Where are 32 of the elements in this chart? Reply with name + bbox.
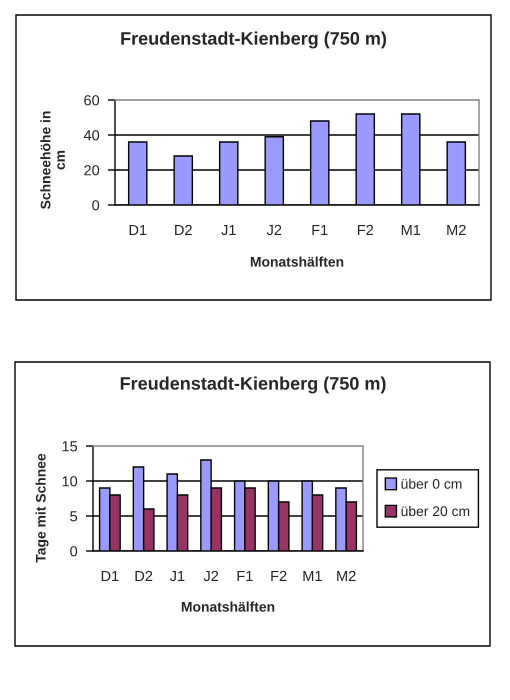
x-tick-label: M2: [337, 570, 356, 582]
x-tick-label: F1: [238, 570, 253, 582]
chart-title: Freudenstadt-Kienberg (750 m): [121, 32, 386, 48]
y-tick-label: 15: [62, 441, 78, 452]
x-tick-label: D2: [175, 224, 192, 236]
y-tick-label: 0: [70, 546, 78, 556]
x-tick-label: J1: [170, 570, 184, 582]
y-axis-title: Schneehöhe in cm: [40, 111, 65, 209]
x-tick-label: J2: [266, 224, 282, 236]
legend-label: über 0 cm: [402, 478, 462, 489]
legend-label: über 20 cm: [402, 506, 470, 516]
x-tick-label: M1: [402, 224, 420, 236]
x-axis-title: Monatshälften: [250, 256, 344, 267]
chart-title: Freudenstadt-Kienberg (750 m): [120, 376, 386, 394]
x-tick-label: F2: [358, 224, 374, 236]
x-tick-label: F1: [312, 224, 328, 236]
y-tick-label: 10: [62, 476, 78, 486]
y-tick-label: 40: [84, 130, 100, 140]
x-axis-title: Monatshälften: [182, 602, 274, 612]
y-tick-label: 60: [84, 95, 100, 106]
x-tick-label: M1: [303, 570, 322, 582]
y-tick-label: 5: [70, 511, 78, 522]
x-tick-label: M2: [447, 224, 466, 236]
x-tick-label: D1: [130, 224, 146, 236]
x-tick-label: J1: [221, 224, 236, 236]
x-tick-label: J2: [204, 570, 218, 582]
y-tick-label: 20: [84, 165, 100, 176]
y-axis-title: Tage mit Schnee: [35, 454, 49, 563]
x-tick-label: D2: [136, 570, 152, 582]
y-tick-label: 0: [92, 200, 100, 210]
x-tick-label: D1: [102, 570, 118, 582]
x-tick-label: F2: [271, 570, 286, 582]
